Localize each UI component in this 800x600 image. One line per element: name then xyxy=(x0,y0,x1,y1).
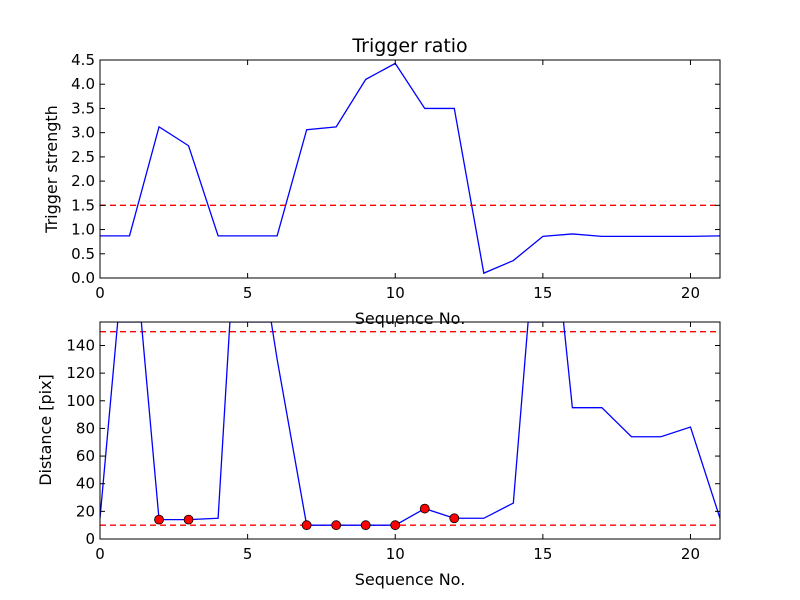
data-marker xyxy=(390,520,401,531)
y-tick-label: 40 xyxy=(76,475,95,493)
trigger-ratio-plot: Trigger ratio Sequence No. Trigger stren… xyxy=(42,35,721,328)
data-marker xyxy=(183,514,194,525)
series-line xyxy=(100,62,720,275)
y-axis-label: Distance [pix] xyxy=(36,374,55,486)
y-tick-label: 80 xyxy=(76,419,95,437)
y-tick-label: 4.0 xyxy=(71,75,95,93)
x-tick-label: 5 xyxy=(243,284,253,302)
x-tick-label: 0 xyxy=(95,545,105,563)
y-tick-label: 3.5 xyxy=(71,99,95,117)
chart-title: Trigger ratio xyxy=(351,35,467,57)
y-tick-label: 0.5 xyxy=(71,245,95,263)
axes-frame xyxy=(99,321,721,540)
x-tick-label: 5 xyxy=(243,545,253,563)
y-tick-label: 60 xyxy=(76,447,95,465)
data-marker xyxy=(449,513,460,524)
y-axis-label: Trigger strength xyxy=(42,105,61,234)
y-tick-label: 0 xyxy=(85,530,95,548)
data-marker xyxy=(331,520,342,531)
y-tick-label: 2.5 xyxy=(71,148,95,166)
y-tick-label: 4.5 xyxy=(71,51,95,69)
data-marker xyxy=(154,514,164,525)
x-tick-label: 10 xyxy=(386,284,405,302)
y-tick-label: 140 xyxy=(66,336,95,354)
y-tick-label: 2.0 xyxy=(71,172,95,190)
y-tick-label: 120 xyxy=(66,364,95,382)
x-tick-label: 15 xyxy=(533,284,552,302)
data-marker xyxy=(419,503,430,514)
y-tick-label: 20 xyxy=(76,502,95,520)
data-marker xyxy=(360,520,371,531)
x-tick-label: 20 xyxy=(681,545,700,563)
x-tick-label: 0 xyxy=(95,284,105,302)
axes-frame xyxy=(99,59,721,279)
y-tick-label: 0.0 xyxy=(71,269,95,287)
data-marker xyxy=(301,520,312,531)
x-axis-label: Sequence No. xyxy=(355,570,466,589)
x-tick-label: 20 xyxy=(681,284,700,302)
x-tick-label: 10 xyxy=(386,545,405,563)
distance-plot: Sequence No. Distance [pix] 0 5 10 15 20 0 20 4… xyxy=(36,321,721,589)
y-tick-label: 1.5 xyxy=(71,196,95,214)
x-tick-label: 15 xyxy=(533,545,552,563)
y-tick-label: 1.0 xyxy=(71,221,95,239)
series-line xyxy=(100,322,720,526)
y-tick-label: 3.0 xyxy=(71,124,95,142)
y-tick-label: 100 xyxy=(66,392,95,410)
x-axis-label: Sequence No. xyxy=(355,309,466,328)
